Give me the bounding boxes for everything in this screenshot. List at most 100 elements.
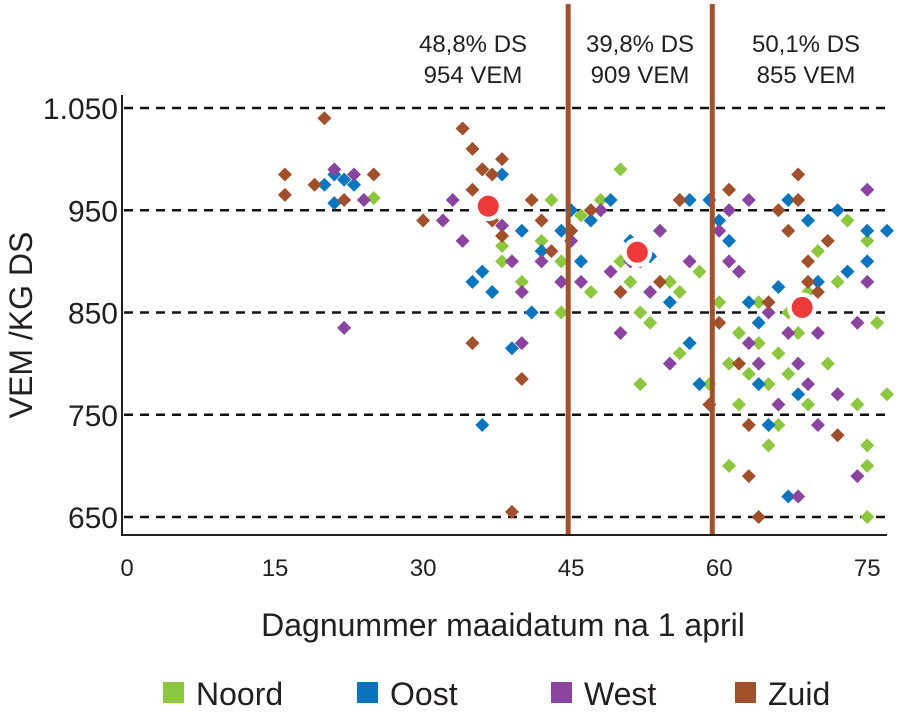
data-point-zuid: [801, 274, 816, 289]
data-point-zuid: [465, 141, 480, 156]
data-point-zuid: [337, 193, 352, 208]
data-point-oost: [583, 213, 598, 228]
data-point-oost: [504, 341, 519, 356]
data-point-oost: [791, 387, 806, 402]
data-point-noord: [820, 356, 835, 371]
data-point-zuid: [781, 223, 796, 238]
period-annotations: 48,8% DS 954 VEM 39,8% DS 909 VEM 50,1% DS 85…: [419, 31, 860, 89]
data-point-oost: [662, 295, 677, 310]
data-point-west: [850, 469, 865, 484]
data-point-noord: [731, 325, 746, 340]
data-point-noord: [712, 295, 727, 310]
data-point-noord: [771, 346, 786, 361]
data-point-noord: [495, 254, 510, 269]
data-point-oost: [761, 417, 776, 432]
data-point-noord: [554, 305, 569, 320]
data-point-oost: [741, 295, 756, 310]
data-point-west: [741, 336, 756, 351]
data-point-west: [514, 285, 529, 300]
data-point-zuid: [307, 177, 322, 192]
data-point-noord: [879, 387, 894, 402]
data-point-zuid: [712, 315, 727, 330]
data-point-west: [327, 162, 342, 177]
data-point-west: [860, 182, 875, 197]
x-tick-label: 60: [706, 555, 733, 582]
data-point-west: [337, 320, 352, 335]
data-point-zuid: [485, 167, 500, 182]
data-point-west: [356, 193, 371, 208]
data-point-zuid: [731, 356, 746, 371]
data-point-west: [445, 193, 460, 208]
data-point-noord: [495, 239, 510, 254]
data-point-oost: [534, 244, 549, 259]
data-point-west: [850, 315, 865, 330]
mean-markers: [473, 191, 818, 323]
data-point-zuid: [741, 417, 756, 432]
data-point-oost: [810, 274, 825, 289]
x-tick-label: 75: [854, 555, 881, 582]
data-point-zuid: [830, 428, 845, 443]
data-point-west: [722, 254, 737, 269]
data-point-noord: [751, 295, 766, 310]
data-point-noord: [781, 366, 796, 381]
data-point-oost: [712, 213, 727, 228]
data-point-oost: [879, 223, 894, 238]
data-point-oost: [751, 315, 766, 330]
data-point-west: [791, 489, 806, 504]
data-point-oost: [722, 233, 737, 248]
data-point-noord: [722, 458, 737, 473]
data-point-noord: [731, 397, 746, 412]
data-point-west: [860, 274, 875, 289]
data-point-oost: [692, 377, 707, 392]
legend: Noord Oost West Zuid: [163, 676, 830, 712]
annotation-ds: 39,8% DS: [586, 31, 694, 58]
data-point-oost: [781, 489, 796, 504]
period-dividers: [565, 4, 715, 535]
data-point-west: [830, 387, 845, 402]
x-tick-label: 30: [410, 555, 437, 582]
annotation-ds: 48,8% DS: [419, 31, 527, 58]
data-point-noord: [672, 285, 687, 300]
data-point-oost: [554, 223, 569, 238]
data-point-oost: [603, 193, 618, 208]
data-point-west: [554, 274, 569, 289]
data-point-west: [435, 213, 450, 228]
data-point-zuid: [544, 244, 559, 259]
data-point-oost: [495, 167, 510, 182]
data-point-west: [781, 325, 796, 340]
data-point-zuid: [317, 111, 332, 126]
data-point-west: [771, 397, 786, 412]
data-point-noord: [633, 305, 648, 320]
annotation-vem: 954 VEM: [424, 62, 523, 89]
data-point-zuid: [583, 203, 598, 218]
data-point-zuid: [751, 510, 766, 524]
data-point-west: [643, 285, 658, 300]
data-point-noord: [761, 438, 776, 453]
data-point-noord: [583, 285, 598, 300]
mean-marker: [626, 241, 648, 263]
annotation-vem: 909 VEM: [591, 62, 690, 89]
y-tick-label: 750: [68, 400, 118, 433]
legend-label-oost: Oost: [390, 676, 458, 712]
data-point-west: [722, 203, 737, 218]
data-point-west: [712, 223, 727, 238]
data-point-noord: [801, 397, 816, 412]
data-point-zuid: [514, 371, 529, 386]
data-point-west: [791, 356, 806, 371]
data-point-west: [810, 417, 825, 432]
data-point-west: [810, 325, 825, 340]
data-point-noord: [662, 274, 677, 289]
data-point-zuid: [495, 228, 510, 243]
y-tick-label: 650: [68, 502, 118, 535]
data-point-noord: [761, 377, 776, 392]
mean-marker: [791, 296, 813, 318]
data-point-zuid: [652, 274, 667, 289]
data-point-zuid: [791, 193, 806, 208]
data-point-zuid: [672, 193, 687, 208]
data-point-zuid: [801, 254, 816, 269]
data-point-noord: [366, 190, 381, 205]
data-point-west: [761, 305, 776, 320]
data-point-zuid: [761, 295, 776, 310]
